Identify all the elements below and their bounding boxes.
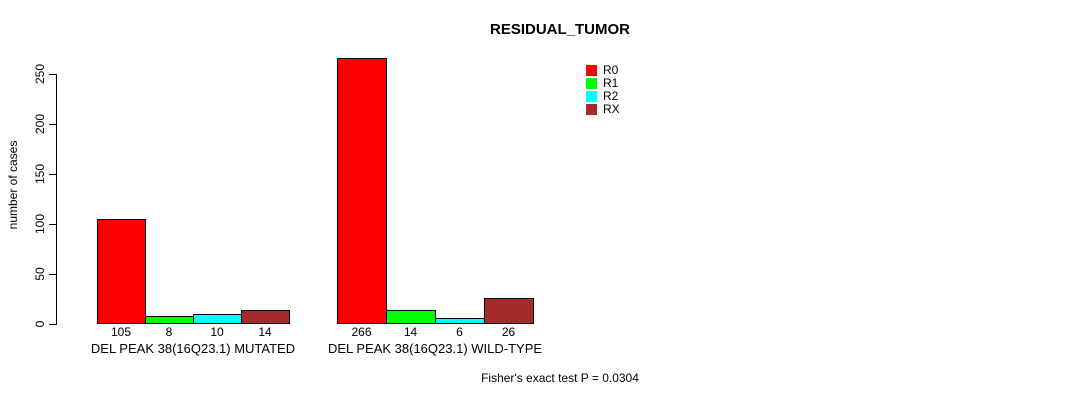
bar-value-label: 266 xyxy=(351,325,372,339)
bar-value-label: 6 xyxy=(456,325,463,339)
bar-rx-group2 xyxy=(484,298,534,324)
y-axis-line xyxy=(56,74,57,325)
chart-title: RESIDUAL_TUMOR xyxy=(489,21,631,38)
bar-r0-group2 xyxy=(337,58,387,324)
y-axis-tick-label: 250 xyxy=(33,63,47,85)
legend-row: R2 xyxy=(586,90,620,103)
legend-swatch-r0 xyxy=(586,65,597,76)
y-axis-tick-label: 0 xyxy=(33,320,47,328)
y-axis-tick xyxy=(49,124,56,125)
x-category-label: DEL PEAK 38(16Q23.1) MUTATED xyxy=(90,341,296,356)
legend-label-r1: R1 xyxy=(603,76,619,90)
legend-row: R1 xyxy=(586,77,620,90)
bar-value-label: 105 xyxy=(110,325,132,339)
x-category-label: DEL PEAK 38(16Q23.1) WILD-TYPE xyxy=(327,341,543,356)
bar-r1-group1 xyxy=(145,316,194,324)
legend-swatch-r1 xyxy=(586,78,597,89)
y-axis-tick xyxy=(49,224,56,225)
y-axis-tick-label: 50 xyxy=(33,267,47,281)
pvalue-annotation: Fisher's exact test P = 0.0304 xyxy=(481,371,639,385)
y-axis-tick-label: 150 xyxy=(33,163,47,185)
bar-value-label: 14 xyxy=(403,325,418,339)
bar-value-label: 8 xyxy=(165,325,173,339)
y-axis-tick-label: 200 xyxy=(33,113,47,135)
y-axis-tick xyxy=(49,174,56,175)
bar-r0-group1 xyxy=(97,219,146,324)
legend-label-rx: RX xyxy=(603,102,620,116)
legend-swatch-rx xyxy=(586,104,597,115)
legend-swatch-r2 xyxy=(586,91,597,102)
legend-label-r2: R2 xyxy=(603,89,619,103)
bar-value-label: 14 xyxy=(258,325,272,339)
y-axis-tick xyxy=(49,324,56,325)
y-axis-tick xyxy=(49,274,56,275)
legend-label-r0: R0 xyxy=(603,63,619,77)
y-axis-tick-label: 100 xyxy=(33,213,47,235)
y-axis-label: number of cases xyxy=(6,140,20,230)
legend-row: R0 xyxy=(586,64,620,77)
y-axis-tick xyxy=(49,74,56,75)
bar-rx-group1 xyxy=(241,310,290,324)
bar-value-label: 10 xyxy=(210,325,224,339)
bar-value-label: 26 xyxy=(501,325,516,339)
bar-r2-group2 xyxy=(435,318,485,324)
bar-r1-group2 xyxy=(386,310,436,324)
bar-r2-group1 xyxy=(193,314,242,324)
legend-row: RX xyxy=(586,103,620,116)
legend: R0 R1 R2 RX xyxy=(586,64,620,116)
